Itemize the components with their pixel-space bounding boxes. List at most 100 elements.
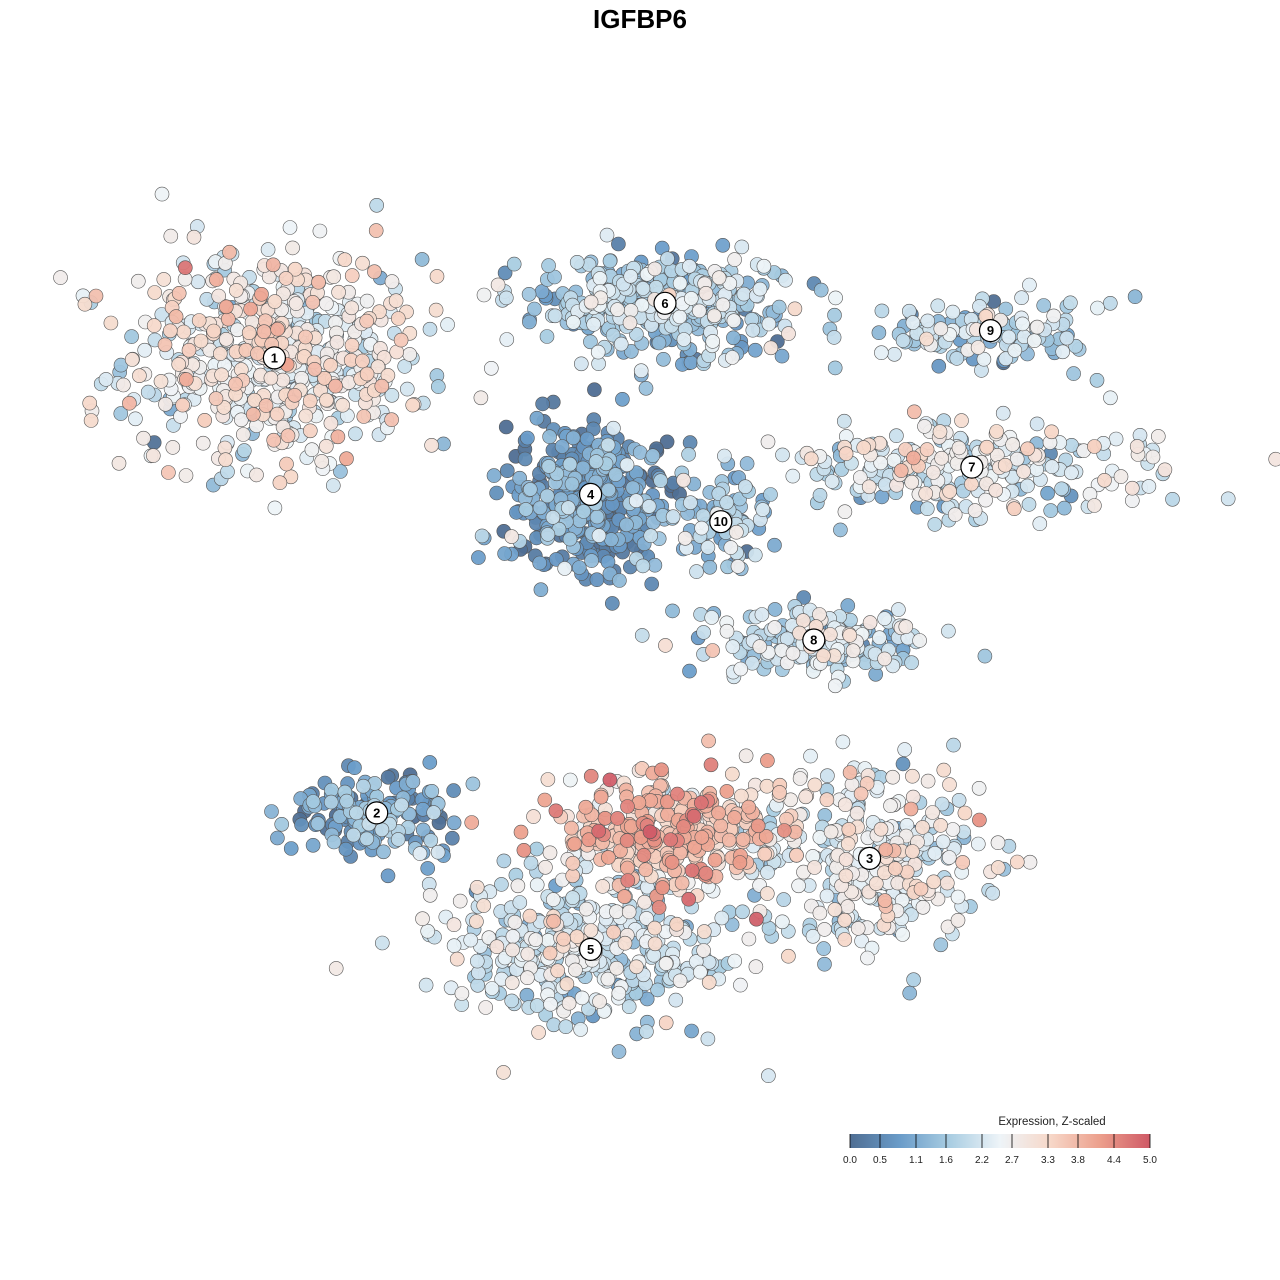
cell-point bbox=[874, 303, 890, 319]
cell-point bbox=[588, 454, 604, 469]
cell-point bbox=[355, 778, 371, 794]
cell-point bbox=[569, 929, 585, 945]
cell-point bbox=[558, 1019, 574, 1034]
cell-point bbox=[154, 186, 170, 202]
cell-point bbox=[474, 528, 490, 544]
cluster-label: 1 bbox=[271, 350, 278, 365]
cell-point bbox=[592, 271, 608, 286]
cell-point bbox=[767, 620, 783, 635]
cell-point bbox=[681, 447, 696, 462]
cell-point bbox=[1009, 451, 1025, 467]
cell-point bbox=[497, 265, 513, 281]
cell-point bbox=[736, 286, 752, 302]
cell-point bbox=[311, 274, 326, 290]
cell-point bbox=[647, 936, 663, 952]
cell-point bbox=[942, 484, 957, 499]
cell-point bbox=[609, 904, 624, 920]
cell-point bbox=[837, 932, 853, 947]
cell-point bbox=[591, 528, 607, 543]
cell-point bbox=[719, 495, 735, 510]
cell-point bbox=[877, 651, 892, 667]
cell-point bbox=[543, 996, 558, 1012]
cell-point bbox=[355, 255, 370, 271]
cell-point bbox=[310, 816, 326, 831]
cell-point bbox=[845, 643, 861, 659]
cell-point bbox=[587, 382, 602, 398]
cell-point bbox=[1046, 308, 1061, 324]
cell-point bbox=[621, 904, 637, 920]
cell-point bbox=[600, 971, 616, 987]
cell-point bbox=[532, 500, 548, 516]
cell-point bbox=[1165, 491, 1180, 507]
cell-point bbox=[947, 507, 963, 522]
cell-point bbox=[520, 970, 535, 986]
cell-point bbox=[629, 326, 644, 342]
cell-point bbox=[774, 914, 790, 930]
cell-point bbox=[700, 540, 716, 555]
cell-point bbox=[724, 350, 740, 365]
cell-point bbox=[206, 323, 221, 339]
cell-point bbox=[399, 381, 415, 397]
cell-point bbox=[267, 500, 283, 516]
cell-point bbox=[599, 227, 615, 243]
cell-point bbox=[658, 1015, 674, 1031]
cell-point bbox=[153, 374, 169, 389]
cell-point bbox=[623, 303, 639, 318]
cell-point bbox=[658, 956, 674, 971]
cell-point bbox=[359, 293, 375, 309]
cell-point bbox=[1113, 469, 1129, 484]
cell-point bbox=[171, 357, 186, 372]
cell-point bbox=[1127, 289, 1143, 305]
cell-point bbox=[623, 268, 639, 284]
cell-point bbox=[619, 457, 635, 473]
cell-point bbox=[693, 795, 709, 811]
cell-point bbox=[529, 998, 545, 1013]
cell-point bbox=[191, 313, 207, 328]
cell-point bbox=[335, 397, 350, 413]
cell-point bbox=[393, 332, 409, 348]
cell-point bbox=[887, 861, 903, 876]
cluster-label-badge bbox=[802, 628, 826, 652]
cell-point bbox=[920, 313, 936, 329]
cell-point bbox=[390, 832, 406, 847]
cell-point bbox=[641, 499, 657, 514]
cell-point bbox=[723, 540, 739, 555]
cell-point bbox=[583, 334, 598, 350]
cell-point bbox=[643, 528, 659, 544]
cell-point bbox=[919, 442, 935, 457]
cell-point bbox=[266, 432, 282, 448]
cell-point bbox=[927, 517, 943, 532]
cell-point bbox=[1129, 439, 1145, 454]
cell-point bbox=[583, 923, 599, 938]
cell-point bbox=[526, 809, 541, 824]
cell-point bbox=[547, 308, 563, 324]
cell-point bbox=[359, 313, 375, 329]
cell-point bbox=[452, 893, 468, 909]
cell-point bbox=[374, 822, 390, 838]
cell-point bbox=[660, 794, 675, 810]
cell-point bbox=[998, 351, 1014, 367]
cell-point bbox=[887, 346, 902, 362]
cell-point bbox=[307, 361, 322, 377]
cell-point bbox=[171, 285, 187, 301]
cell-point bbox=[636, 847, 652, 863]
cell-point bbox=[822, 627, 838, 642]
cell-point bbox=[1087, 439, 1102, 454]
cell-point bbox=[606, 924, 621, 940]
cell-point bbox=[727, 810, 742, 825]
cell-point bbox=[945, 304, 961, 320]
cell-point bbox=[927, 845, 943, 861]
cell-point bbox=[275, 372, 291, 388]
cell-point bbox=[521, 286, 537, 302]
cell-point bbox=[711, 805, 726, 821]
cell-point bbox=[573, 356, 589, 372]
cell-point bbox=[520, 430, 535, 446]
cell-point bbox=[305, 294, 321, 310]
cell-point bbox=[781, 326, 796, 341]
cell-point bbox=[565, 890, 581, 906]
cell-point bbox=[622, 315, 638, 331]
cell-point bbox=[339, 451, 354, 467]
cell-point bbox=[440, 317, 455, 332]
cell-point bbox=[270, 830, 285, 846]
cell-point bbox=[695, 508, 711, 524]
